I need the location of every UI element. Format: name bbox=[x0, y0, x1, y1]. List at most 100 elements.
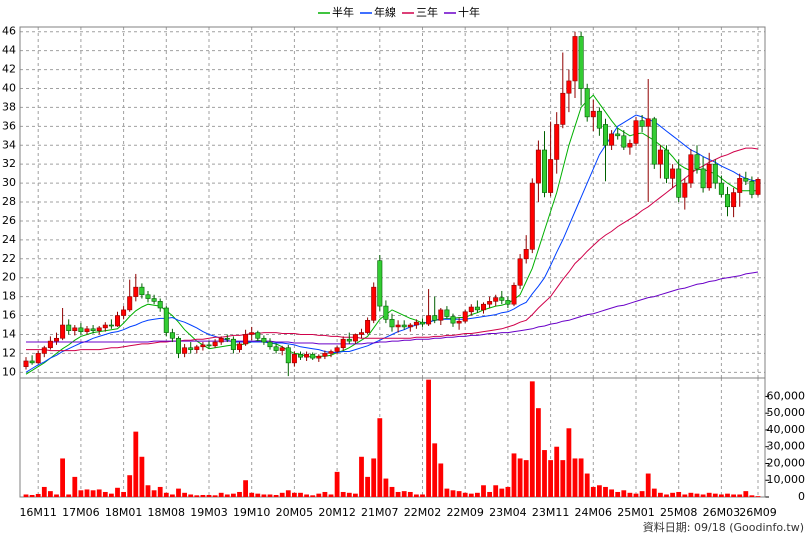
volume-bar bbox=[395, 491, 401, 497]
x-tick-label: 22M09 bbox=[446, 506, 484, 519]
volume-bar bbox=[572, 458, 578, 497]
y2-tick-label: 50,000 bbox=[767, 406, 806, 419]
candle-body bbox=[407, 324, 413, 328]
candle-body bbox=[688, 154, 694, 184]
candle-body bbox=[182, 347, 188, 354]
candle-body bbox=[731, 192, 737, 208]
volume-bar bbox=[658, 492, 663, 497]
volume-bar bbox=[432, 443, 438, 497]
volume-bar bbox=[731, 494, 736, 497]
candle-body bbox=[176, 337, 182, 354]
volume-bar bbox=[493, 485, 499, 497]
volume-bar bbox=[206, 494, 212, 497]
candle-body bbox=[590, 110, 596, 118]
candle-body bbox=[554, 124, 560, 160]
candle-body bbox=[316, 355, 322, 359]
volume-bar bbox=[151, 490, 157, 497]
candle-body bbox=[72, 327, 78, 331]
legend-label: 半年 bbox=[332, 5, 354, 19]
candle-body bbox=[237, 343, 243, 350]
candle-body bbox=[115, 315, 121, 327]
volume-bar bbox=[322, 491, 328, 497]
candle-body bbox=[334, 347, 340, 352]
y-tick-label: 36 bbox=[2, 119, 16, 132]
candle-body bbox=[548, 159, 554, 193]
candle-body bbox=[273, 346, 279, 351]
y-tick-label: 46 bbox=[2, 25, 16, 38]
candle-body bbox=[261, 337, 267, 343]
volume-bar bbox=[426, 379, 431, 497]
volume-bar bbox=[682, 494, 688, 497]
y-tick-label: 30 bbox=[2, 176, 16, 189]
candle-body bbox=[169, 332, 175, 339]
y-tick-label: 42 bbox=[2, 63, 16, 76]
candle-body bbox=[700, 168, 706, 189]
volume-bar bbox=[700, 494, 706, 497]
source-note: 資料日期: 09/18 (Goodinfo.tw) bbox=[643, 520, 804, 534]
volume-bar bbox=[401, 491, 407, 497]
y-tick-label: 26 bbox=[2, 214, 16, 227]
volume-bar bbox=[328, 494, 334, 497]
volume-bar bbox=[304, 494, 309, 497]
volume-bar bbox=[511, 453, 517, 497]
volume-bar bbox=[487, 491, 492, 497]
candle-body bbox=[157, 301, 163, 309]
candle-body bbox=[755, 179, 761, 195]
volume-bar bbox=[468, 493, 474, 497]
candle-body bbox=[694, 154, 700, 170]
candle-body bbox=[139, 286, 145, 296]
y-tick-label: 14 bbox=[2, 327, 16, 340]
candle-body bbox=[346, 338, 352, 342]
volume-bar bbox=[310, 495, 316, 497]
x-tick-label: 24M06 bbox=[575, 506, 613, 519]
candle-body bbox=[480, 303, 486, 311]
candle-body bbox=[133, 286, 139, 297]
candle-body bbox=[676, 168, 682, 198]
volume-bar bbox=[725, 493, 730, 497]
volume-bar bbox=[414, 494, 419, 497]
candle-body bbox=[682, 182, 688, 198]
candle-body bbox=[651, 118, 657, 165]
volume-bar bbox=[346, 492, 352, 497]
candle-body bbox=[304, 354, 310, 358]
candle-body bbox=[194, 346, 200, 350]
volume-bar bbox=[139, 456, 145, 497]
candle-body bbox=[212, 341, 218, 347]
volume-bar bbox=[529, 381, 535, 497]
candle-body bbox=[291, 354, 297, 364]
candle-body bbox=[352, 334, 358, 342]
candle-body bbox=[23, 360, 29, 367]
ma-line bbox=[26, 271, 759, 345]
candle-body bbox=[224, 337, 230, 340]
volume-bar bbox=[78, 490, 84, 497]
volume-bar bbox=[694, 493, 700, 497]
volume-bar bbox=[566, 428, 572, 497]
candle-body bbox=[41, 347, 47, 354]
volume-bar bbox=[96, 489, 102, 497]
volume-bar bbox=[90, 490, 96, 497]
y-tick-label: 10 bbox=[2, 365, 16, 378]
candle-body bbox=[474, 306, 480, 311]
candle-body bbox=[108, 324, 114, 327]
x-tick-label: 17M06 bbox=[62, 506, 100, 519]
candle-body bbox=[511, 284, 517, 305]
volume-bar bbox=[200, 494, 206, 497]
volume-bar bbox=[54, 494, 59, 497]
volume-bar bbox=[737, 494, 743, 497]
y-tick-label: 18 bbox=[2, 290, 16, 303]
volume-bar bbox=[670, 492, 675, 497]
candle-body bbox=[535, 149, 541, 184]
volume-bar bbox=[212, 495, 218, 497]
candle-body bbox=[84, 328, 90, 332]
y-tick-label: 32 bbox=[2, 157, 16, 170]
candle-body bbox=[145, 294, 151, 299]
volume-bar bbox=[115, 487, 120, 497]
y-tick-label: 40 bbox=[2, 81, 16, 94]
y-tick-label: 24 bbox=[2, 233, 16, 246]
candle-body bbox=[712, 163, 718, 184]
volume-bar bbox=[389, 486, 395, 497]
legend-label: 年線 bbox=[374, 5, 396, 19]
candle-body bbox=[596, 110, 602, 129]
volume-bar bbox=[60, 458, 65, 497]
candle-body bbox=[609, 133, 615, 146]
